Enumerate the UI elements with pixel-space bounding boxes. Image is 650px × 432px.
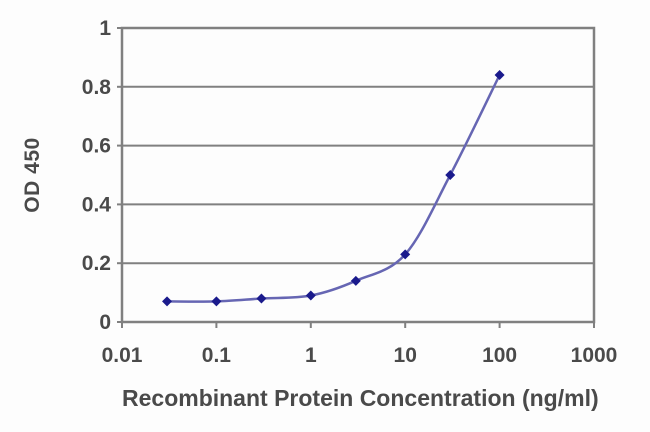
data-point-marker xyxy=(256,293,267,304)
y-tick-label: 1 xyxy=(99,17,111,40)
x-axis-title: Recombinant Protein Concentration (ng/ml… xyxy=(122,385,599,411)
data-point-marker xyxy=(305,290,316,301)
data-point-marker xyxy=(445,170,456,180)
y-tick-label: 0.2 xyxy=(82,252,111,275)
y-axis-title: OD 450 xyxy=(21,137,44,213)
x-tick-label: 1 xyxy=(305,344,317,367)
x-tick-label: 0.1 xyxy=(202,344,232,367)
data-point-marker xyxy=(350,275,361,286)
data-point-marker xyxy=(400,249,411,260)
series-line xyxy=(165,73,501,303)
y-tick-label: 0 xyxy=(99,311,111,334)
x-tick-label: 100 xyxy=(482,344,517,367)
x-tick-label: 1000 xyxy=(571,344,618,367)
y-tick-label: 0.6 xyxy=(82,135,111,158)
x-tick-label: 10 xyxy=(394,344,417,367)
data-point-marker xyxy=(211,296,222,307)
y-tick-label: 0.4 xyxy=(82,193,112,216)
plot-frame xyxy=(120,26,596,324)
y-tick-label: 0.8 xyxy=(82,76,112,99)
data-point-marker xyxy=(162,296,173,307)
data-point-marker xyxy=(494,70,505,81)
x-tick-label: 0.01 xyxy=(102,344,143,367)
